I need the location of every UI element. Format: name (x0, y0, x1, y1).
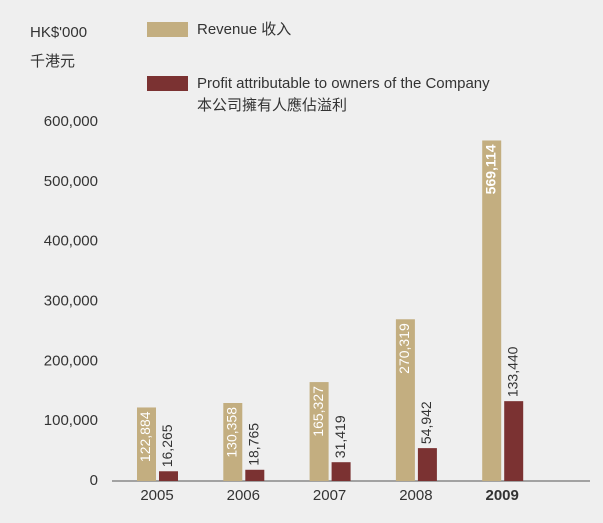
bar (417, 448, 437, 481)
value-label: 18,765 (246, 423, 262, 466)
bar (482, 140, 502, 482)
x-tick-label: 2007 (313, 487, 346, 504)
value-label: 122,884 (137, 411, 153, 462)
value-label: 165,327 (310, 386, 326, 437)
x-tick-label: 2008 (399, 487, 432, 504)
y-unit-label: HK$'000 (30, 24, 87, 41)
y-tick-label: 300,000 (44, 292, 98, 309)
legend-swatch (147, 22, 188, 37)
legend-label: Profit attributable to owners of the Com… (197, 75, 490, 114)
y-tick-label: 400,000 (44, 233, 98, 250)
bar (159, 471, 178, 481)
bar (137, 407, 156, 481)
bar (245, 469, 265, 481)
x-tick-label: 2009 (486, 487, 519, 504)
y-tick-label: 200,000 (44, 352, 98, 369)
bar (504, 401, 524, 481)
value-label: 130,358 (224, 407, 240, 458)
legend-label: Revenue 收入 (197, 21, 291, 38)
value-label: 16,265 (159, 424, 175, 467)
y-tick-label: 0 (90, 472, 98, 489)
bar (309, 382, 329, 481)
bar (395, 319, 415, 481)
bar (223, 403, 243, 481)
y-tick-label: 500,000 (44, 173, 98, 190)
value-label: 133,440 (504, 346, 520, 397)
y-tick-label: 100,000 (44, 412, 98, 429)
value-label: 31,419 (332, 415, 348, 458)
value-label: 569,114 (482, 144, 498, 194)
legend-swatch (147, 76, 188, 91)
value-label: 54,942 (418, 401, 434, 444)
x-tick-label: 2005 (140, 487, 173, 504)
y-tick-label: 600,000 (44, 113, 98, 130)
value-label: 270,319 (396, 323, 412, 374)
x-tick-label: 2006 (227, 487, 260, 504)
y-unit-label: 千港元 (30, 53, 75, 70)
bar (331, 462, 351, 481)
